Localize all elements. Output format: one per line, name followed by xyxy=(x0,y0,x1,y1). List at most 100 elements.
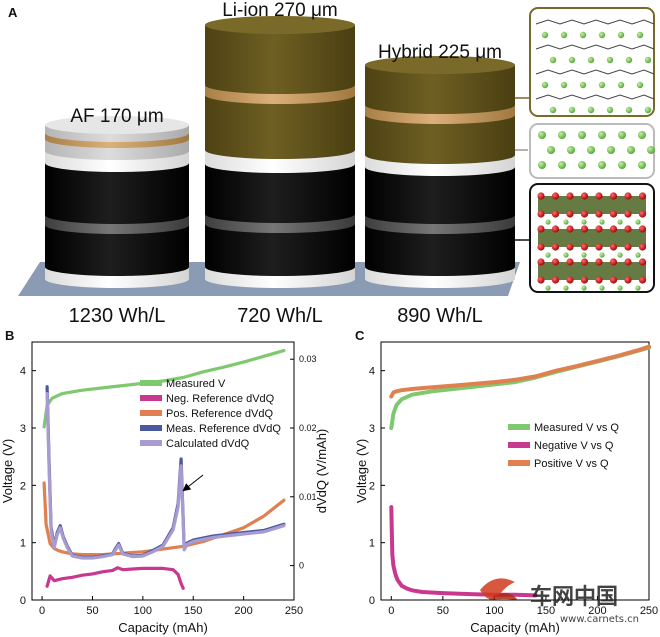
oxygen-atom xyxy=(551,210,560,218)
lithium-ion xyxy=(541,31,549,39)
lithium-ion xyxy=(617,81,625,89)
lithium-ion xyxy=(581,252,587,258)
lithium-atom xyxy=(598,161,606,169)
panel-c-plot-frame xyxy=(380,341,650,601)
lithium-ion xyxy=(568,56,576,64)
oxygen-atom xyxy=(580,243,589,251)
hy-top-cap xyxy=(365,56,515,74)
cell-stack-cylinders xyxy=(18,16,520,296)
oxygen-atom xyxy=(595,243,603,251)
oxygen-atom xyxy=(595,210,603,218)
oxygen-atom xyxy=(624,258,632,266)
panel-c-ticks: 0 50 100 150 200 250 0 1 2 3 4 xyxy=(369,366,658,617)
af-cathode-bottom-rim xyxy=(45,258,189,276)
b-y2-tick-label: 0.01 xyxy=(299,492,317,502)
graphite-layer xyxy=(535,19,655,25)
hy-anode-top-rim xyxy=(365,96,515,114)
legend-label: Calculated dVdQ xyxy=(166,438,250,450)
oxygen-atom xyxy=(537,192,545,200)
b-x-tick-label: 150 xyxy=(184,605,202,617)
lithium-ion xyxy=(587,56,595,64)
panel-a-illustration: A AF 170 μm Li-ion 270 μm Hybrid 225 μm … xyxy=(8,0,655,327)
oxide-layer xyxy=(538,229,646,247)
oxygen-atom xyxy=(638,276,647,284)
lithium-ion xyxy=(598,81,606,89)
panel-b-y-axis-label: Voltage (V) xyxy=(0,439,15,503)
panel-b-label: B xyxy=(5,328,14,343)
li-anode-top xyxy=(205,25,355,85)
c-y-tick-label: 4 xyxy=(369,366,375,378)
lithium-atom xyxy=(558,161,566,169)
lithium-atom xyxy=(578,131,586,139)
li-anode-top-rim xyxy=(205,76,355,94)
energy-density-hybrid: 890 Wh/L xyxy=(397,305,483,327)
b-x-tick-label: 250 xyxy=(285,605,303,617)
panel-c-label: C xyxy=(355,328,365,343)
oxygen-atom xyxy=(551,258,560,266)
cell-label-af: AF 170 μm xyxy=(70,106,163,127)
oxygen-atom xyxy=(638,192,647,200)
b-series-neg-reference-dvdq xyxy=(45,566,185,590)
hy-cathode-bottom-rim xyxy=(365,258,515,276)
lithium-atom xyxy=(638,131,646,139)
oxygen-atom xyxy=(580,276,589,284)
legend-label: Measured V xyxy=(166,378,226,390)
lithium-atom xyxy=(567,146,575,154)
oxygen-atom xyxy=(609,210,618,218)
oxygen-atom xyxy=(609,192,618,200)
lithium-atom xyxy=(627,146,635,154)
li-anode-bottom-rim xyxy=(205,141,355,159)
lithium-ion xyxy=(587,106,595,114)
oxygen-atom xyxy=(537,243,545,251)
af-cathode-top-rim xyxy=(45,206,189,224)
lithium-ion xyxy=(581,285,587,291)
lithium-ion xyxy=(560,81,568,89)
lithium-ion xyxy=(563,285,569,291)
panel-b-legend: Measured V Neg. Reference dVdQ Pos. Refere… xyxy=(140,378,281,450)
inset-connector-bottom xyxy=(515,230,531,241)
b-x-tick-label: 100 xyxy=(134,605,152,617)
lithium-ion xyxy=(549,56,557,64)
c-x-tick-label: 50 xyxy=(437,605,449,617)
lithium-ion xyxy=(617,31,625,39)
lithium-atom xyxy=(618,131,626,139)
lithium-ion xyxy=(617,285,623,291)
legend-label: Neg. Reference dVdQ xyxy=(166,393,275,405)
c-y-tick-label: 2 xyxy=(369,480,375,492)
c-y-tick-label: 0 xyxy=(369,595,375,607)
lithium-ion xyxy=(581,219,587,225)
b-y2-tick-label: 0.02 xyxy=(299,423,317,433)
b-x-tick-label: 200 xyxy=(234,605,252,617)
legend-label: Pos. Reference dVdQ xyxy=(166,408,273,420)
oxygen-atom xyxy=(624,276,632,284)
li-cathode-bottom-rim xyxy=(205,258,355,276)
lithium-atom xyxy=(538,161,546,169)
lithium-ion xyxy=(635,252,641,258)
panel-c-x-axis-label: Capacity (mAh) xyxy=(470,620,560,635)
oxygen-atom xyxy=(595,192,603,200)
oxide-layer xyxy=(538,262,646,280)
oxygen-atom xyxy=(595,258,603,266)
panel-b-peak-arrow xyxy=(182,474,204,492)
legend-label: Measured V vs Q xyxy=(534,422,619,434)
lithium-atom xyxy=(547,146,555,154)
b-y2-tick-label: 0 xyxy=(299,561,304,571)
oxygen-atom xyxy=(609,258,618,266)
lithium-ion xyxy=(545,219,551,225)
oxygen-atom xyxy=(551,225,560,233)
c-x-tick-label: 0 xyxy=(388,605,394,617)
lithium-ion xyxy=(560,31,568,39)
lithium-ion xyxy=(545,252,551,258)
lithium-atom xyxy=(578,161,586,169)
oxygen-atom xyxy=(566,276,574,284)
graphite-layer xyxy=(535,69,655,75)
lithium-atom xyxy=(638,161,646,169)
lithium-ion xyxy=(579,81,587,89)
li-top-cap xyxy=(205,16,355,34)
b-y-tick-label: 4 xyxy=(20,366,26,378)
energy-density-li-ion: 720 Wh/L xyxy=(237,305,323,327)
lithium-ion xyxy=(625,106,633,114)
lithium-ion xyxy=(617,219,623,225)
lithium-ion xyxy=(636,81,644,89)
